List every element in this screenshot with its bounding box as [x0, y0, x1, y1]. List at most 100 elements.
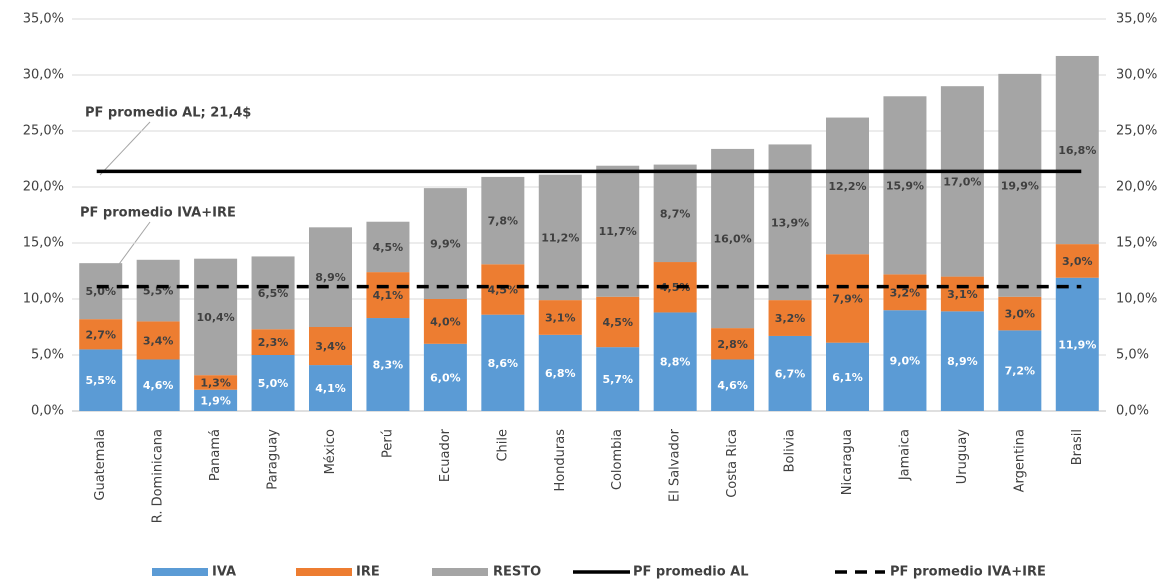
annotation: PF promedio AL; 21,4$ — [85, 106, 251, 121]
y-tick-label: 25,0% — [23, 124, 64, 139]
y-tick-label: 15,0% — [23, 236, 64, 251]
bar-segment — [653, 312, 697, 411]
bar-segment — [711, 328, 755, 360]
bar-segment — [79, 319, 123, 350]
bar-segment — [481, 264, 525, 315]
value-label: 6,8% — [545, 367, 576, 380]
bar-segment — [768, 335, 812, 411]
value-label: 8,3% — [373, 359, 404, 372]
value-label: 3,2% — [775, 312, 806, 325]
bar-segment — [940, 86, 984, 277]
value-label: 3,0% — [1005, 308, 1036, 321]
value-label: 3,1% — [545, 311, 576, 324]
value-label: 6,5% — [258, 287, 289, 300]
value-label: 5,7% — [602, 373, 633, 386]
legend-swatch — [432, 568, 488, 576]
bar-segment — [481, 314, 525, 411]
x-tick-label: Nicaragua — [840, 429, 855, 495]
value-label: 7,2% — [1005, 365, 1036, 378]
value-label: 4,1% — [373, 289, 404, 302]
value-label: 4,6% — [717, 379, 748, 392]
x-tick-label: Guatemala — [93, 429, 108, 501]
y2-tick-label: 35,0% — [1116, 12, 1157, 27]
bar-segment — [423, 343, 467, 411]
bar-segment — [940, 276, 984, 312]
value-label: 16,8% — [1058, 144, 1096, 157]
value-label: 4,5% — [373, 241, 404, 254]
legend-label: PF promedio AL — [633, 565, 749, 580]
value-label: 1,3% — [200, 376, 231, 389]
leader-line — [99, 121, 151, 176]
legend-swatch — [152, 568, 208, 576]
value-label: 8,9% — [315, 271, 346, 284]
value-label: 3,4% — [143, 334, 174, 347]
value-label: 8,8% — [660, 356, 691, 369]
bar-segment — [596, 296, 640, 348]
x-tick-label: Chile — [495, 429, 510, 462]
y2-tick-label: 0,0% — [1116, 404, 1149, 419]
bar-segment — [826, 254, 869, 343]
value-label: 5,5% — [85, 374, 116, 387]
value-label: 5,0% — [258, 377, 289, 390]
legend-label: IRE — [356, 565, 380, 580]
bar-segment — [883, 96, 927, 275]
y-tick-label: 20,0% — [23, 180, 64, 195]
bar-segment — [136, 259, 180, 322]
x-tick-label: Uruguay — [955, 429, 970, 485]
bar-segment — [251, 256, 295, 330]
y-tick-label: 30,0% — [23, 68, 64, 83]
bar-segment — [136, 321, 180, 360]
x-tick-label: Costa Rica — [725, 429, 740, 498]
value-label: 4,6% — [143, 379, 174, 392]
x-tick-label: Jamaica — [897, 429, 912, 481]
value-label: 9,9% — [430, 238, 461, 251]
value-label: 4,5% — [660, 281, 691, 294]
annotation: PF promedio IVA+IRE — [80, 206, 236, 221]
x-tick-label: Ecuador — [438, 428, 453, 482]
bar-segment — [309, 227, 352, 327]
y2-tick-label: 25,0% — [1116, 124, 1157, 139]
value-label: 7,8% — [488, 215, 519, 228]
bar-segment — [1055, 55, 1099, 245]
bar-segment — [1055, 244, 1099, 278]
y2-tick-label: 15,0% — [1116, 236, 1157, 251]
bar-segment — [366, 272, 410, 319]
bar-segment — [136, 359, 180, 411]
value-label: 4,1% — [315, 382, 346, 395]
bar-segment — [998, 73, 1042, 297]
bar-segment — [366, 221, 410, 273]
value-label: 6,7% — [775, 367, 806, 380]
bar-segment — [251, 355, 295, 411]
bar-segment — [538, 334, 582, 411]
value-label: 13,9% — [771, 216, 809, 229]
x-tick-label: México — [323, 429, 338, 474]
bar-segment — [883, 310, 927, 411]
value-label: 10,4% — [197, 311, 235, 324]
bar-segment — [481, 176, 525, 265]
value-label: 7,9% — [832, 292, 863, 305]
x-tick-label: Colombia — [610, 429, 625, 490]
bar-segment — [711, 148, 755, 329]
value-label: 2,3% — [258, 336, 289, 349]
bar-segment — [711, 359, 755, 411]
value-label: 8,7% — [660, 207, 691, 220]
legend-label: PF promedio IVA+IRE — [890, 565, 1046, 580]
legend-label: IVA — [212, 565, 236, 580]
bar-segment — [596, 165, 640, 297]
x-tick-label: Argentina — [1012, 429, 1027, 492]
value-label: 3,1% — [947, 288, 978, 301]
y2-tick-label: 20,0% — [1116, 180, 1157, 195]
x-tick-label: Paraguay — [266, 429, 281, 490]
bar-segment — [366, 318, 410, 411]
bar-segment — [826, 117, 869, 255]
value-label: 4,5% — [488, 283, 519, 296]
bar-segment — [79, 349, 123, 411]
y-tick-label: 5,0% — [31, 348, 64, 363]
bar-segment — [1055, 277, 1099, 411]
bar-segment — [309, 365, 352, 411]
value-label: 1,9% — [200, 394, 231, 407]
bar-segment — [251, 329, 295, 355]
x-tick-label: Honduras — [553, 429, 568, 492]
value-label: 17,0% — [943, 175, 981, 188]
